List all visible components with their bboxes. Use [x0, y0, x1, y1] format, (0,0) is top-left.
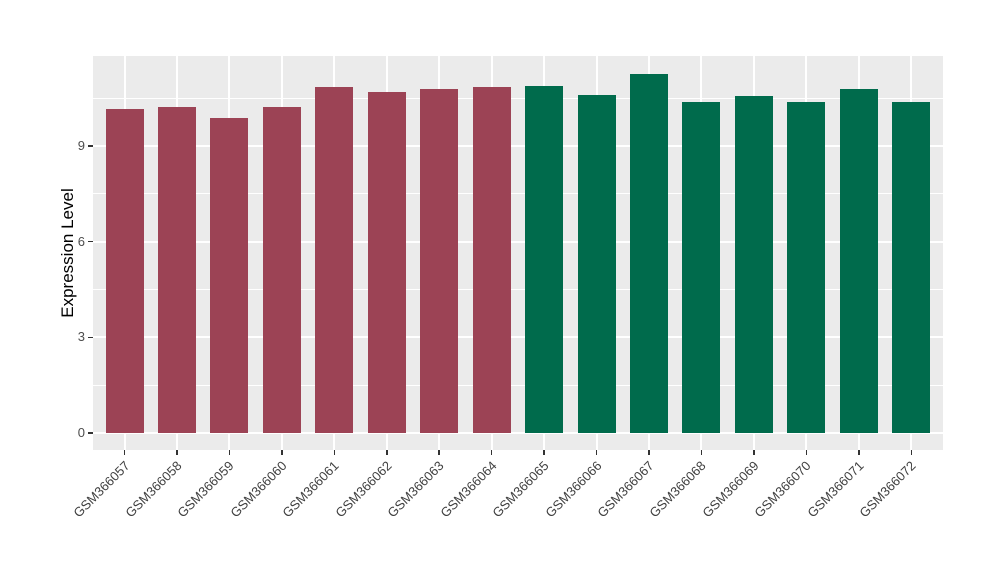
bar-GSM366062 [367, 91, 406, 433]
y-tick-label: 6 [77, 233, 85, 249]
gridline-major [93, 144, 943, 147]
bar-GSM366063 [420, 89, 459, 433]
bar-GSM366069 [734, 96, 773, 433]
y-tick-mark [88, 240, 93, 243]
x-tick-mark [648, 450, 650, 455]
x-tick-mark [386, 450, 388, 455]
gridline-minor [93, 384, 943, 386]
bar-GSM366070 [787, 102, 826, 433]
bar-GSM366065 [525, 85, 564, 433]
bar-GSM366057 [105, 109, 144, 433]
bar-GSM366068 [682, 101, 721, 433]
bar-GSM366064 [472, 86, 511, 433]
x-tick-mark [333, 450, 336, 455]
bar-GSM366058 [157, 107, 196, 433]
x-tick-mark [858, 450, 860, 455]
y-tick-label: 3 [77, 329, 85, 345]
y-tick-mark [88, 432, 93, 434]
x-tick-mark [176, 450, 178, 455]
gridline-major [93, 432, 943, 434]
x-tick-mark [910, 450, 912, 455]
gridline-minor [93, 193, 943, 195]
bar-GSM366060 [262, 106, 301, 433]
x-tick-mark [123, 450, 126, 455]
x-tick-mark [805, 450, 808, 455]
bar-GSM366072 [892, 102, 931, 433]
bar-GSM366059 [210, 118, 249, 433]
y-tick-label: 0 [77, 425, 85, 440]
x-tick-mark [543, 450, 545, 455]
bar-GSM366071 [839, 88, 878, 433]
x-tick-mark [228, 450, 231, 455]
gridline-major [93, 240, 943, 243]
y-axis-title: Expression Level [58, 188, 77, 318]
y-tick-label: 9 [77, 137, 85, 153]
gridline-minor [93, 288, 943, 290]
y-tick-mark [88, 336, 93, 339]
x-tick-mark [595, 450, 598, 455]
x-tick-mark [700, 450, 703, 455]
bar-GSM366061 [315, 86, 354, 433]
x-tick-mark [753, 450, 755, 455]
x-tick-mark [438, 450, 440, 455]
plot-panel [93, 56, 943, 450]
x-tick-mark [281, 450, 283, 455]
gridline-minor [93, 97, 943, 99]
bar-GSM366066 [577, 94, 616, 433]
y-tick-mark [88, 145, 93, 147]
x-tick-mark [490, 450, 493, 455]
gridline-major [93, 336, 943, 339]
bar-GSM366067 [630, 74, 668, 433]
